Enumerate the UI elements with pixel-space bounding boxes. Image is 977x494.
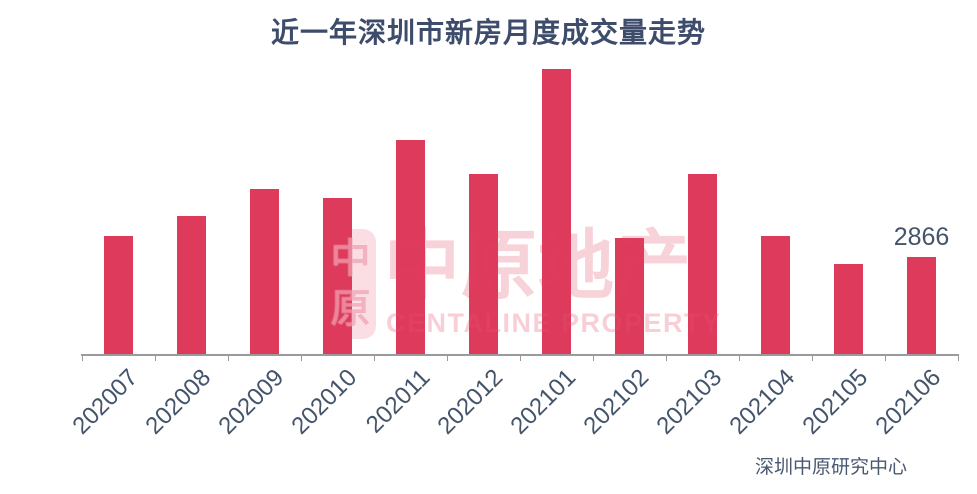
x-axis-label: 202101	[505, 364, 582, 440]
x-axis-label: 202012	[432, 364, 509, 440]
axis-tick	[155, 354, 156, 361]
axis-tick	[739, 354, 740, 361]
bar-202010	[323, 198, 352, 354]
bar-202007	[104, 236, 133, 354]
axis-tick	[301, 354, 302, 361]
x-axis-label: 202104	[724, 364, 801, 440]
x-axis-label: 202007	[67, 364, 144, 440]
x-axis-label: 202103	[651, 364, 728, 440]
bar-202103	[688, 174, 717, 354]
x-axis-label: 202008	[140, 364, 217, 440]
axis-tick	[885, 354, 886, 361]
x-axis-label: 202009	[213, 364, 290, 440]
x-axis-label: 202010	[286, 364, 363, 440]
axis-tick	[447, 354, 448, 361]
chart-title: 近一年深圳市新房月度成交量走势	[270, 17, 706, 48]
axis-tick	[374, 354, 375, 361]
axis-tick	[812, 354, 813, 361]
source-label: 深圳中原研究中心	[754, 457, 907, 478]
bar-202106	[907, 257, 936, 354]
axis-tick	[593, 354, 594, 361]
axis-tick	[82, 354, 83, 361]
axis-tick	[958, 354, 959, 361]
bar-202102	[615, 238, 644, 354]
x-axis-label: 202102	[578, 364, 655, 440]
axis-tick	[666, 354, 667, 361]
bar-202009	[250, 189, 279, 354]
x-axis-label: 202106	[870, 364, 947, 440]
bar-202101	[542, 69, 571, 354]
axis-tick	[520, 354, 521, 361]
bar-202012	[469, 174, 498, 354]
x-axis-label: 202105	[797, 364, 874, 440]
bar-202104	[761, 236, 790, 354]
data-label-202106: 2866	[893, 223, 950, 251]
bar-202008	[177, 216, 206, 354]
plot-area	[82, 0, 958, 354]
bar-202105	[834, 264, 863, 354]
x-axis-label: 202011	[361, 364, 436, 439]
bar-202011	[396, 140, 425, 354]
axis-tick	[228, 354, 229, 361]
